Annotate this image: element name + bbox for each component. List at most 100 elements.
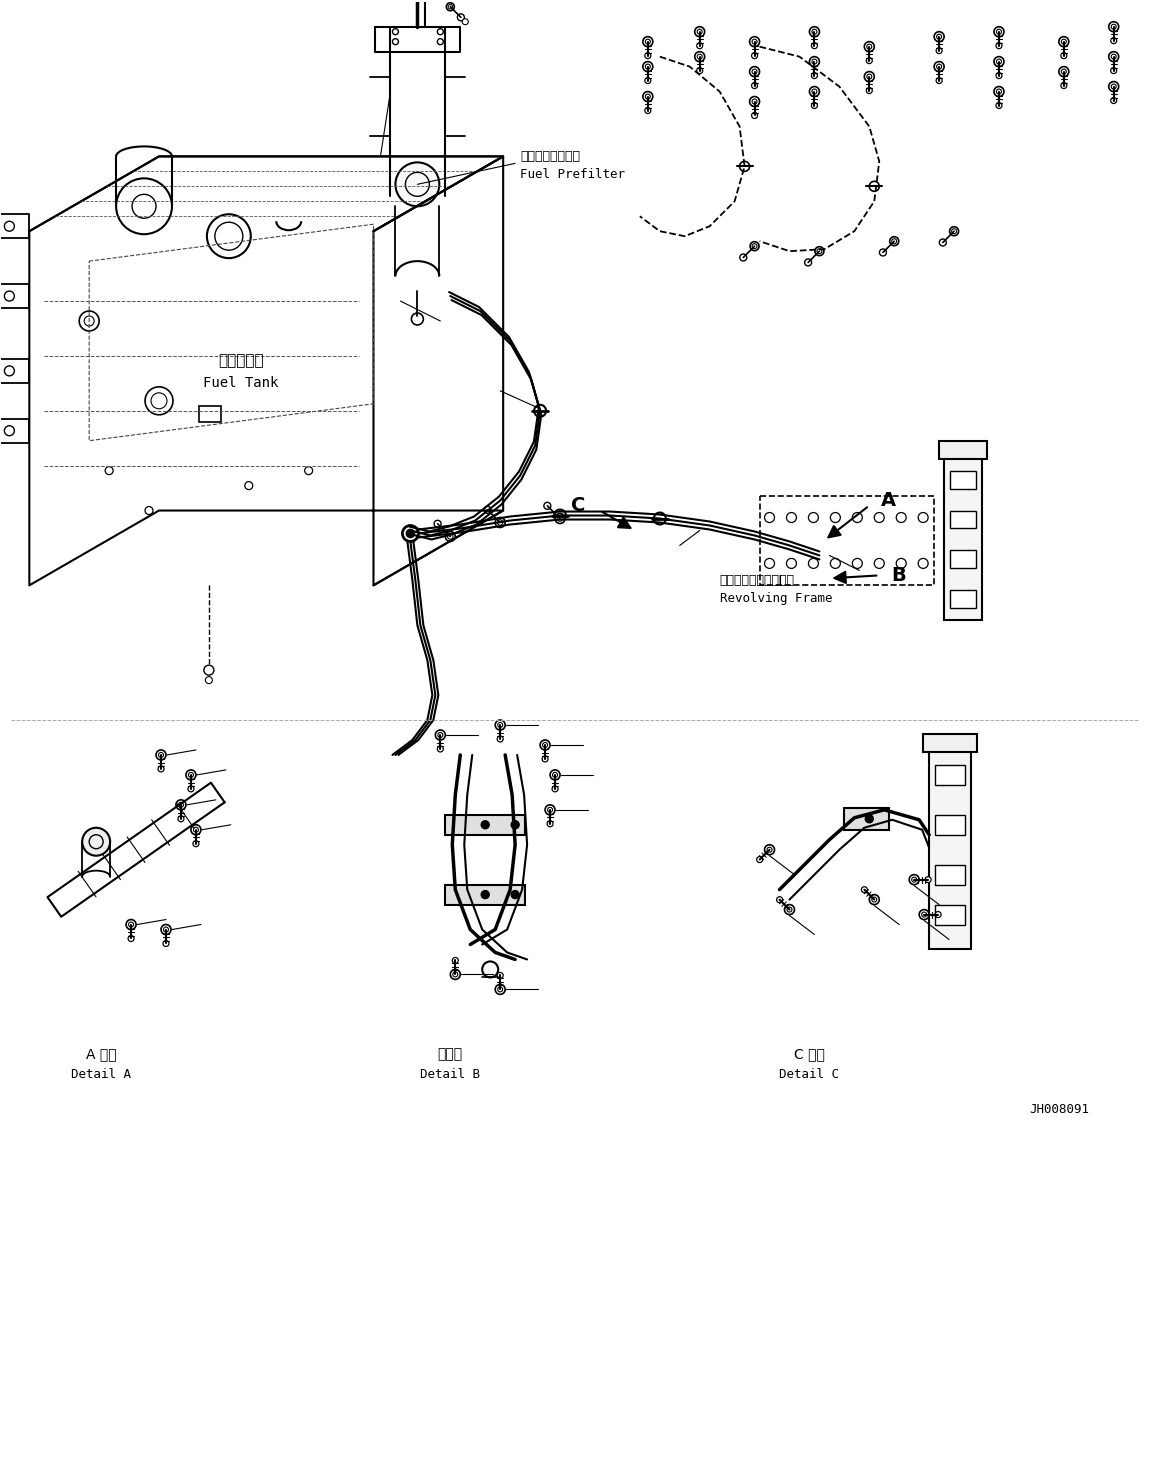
Circle shape [159,766,164,772]
Circle shape [936,77,942,83]
Circle shape [188,787,194,792]
Circle shape [896,513,907,522]
Bar [930,750,971,949]
Circle shape [498,972,503,978]
Circle shape [453,958,458,963]
Circle shape [5,366,14,376]
Circle shape [495,518,506,528]
Circle shape [809,558,818,569]
Circle shape [935,912,941,918]
Circle shape [511,890,519,899]
Circle shape [5,291,14,301]
Circle shape [949,227,958,235]
Circle shape [831,513,840,522]
Circle shape [5,221,14,231]
Bar [939,440,987,459]
Circle shape [554,510,566,522]
Circle shape [750,241,759,250]
Circle shape [645,108,650,114]
Circle shape [128,936,134,942]
Text: A 詳細: A 詳細 [86,1047,116,1061]
Bar [950,591,976,608]
Circle shape [889,237,899,246]
Circle shape [555,513,565,523]
Circle shape [811,42,817,48]
Circle shape [438,38,444,45]
Circle shape [206,677,213,684]
Circle shape [484,506,491,513]
Text: C 詳細: C 詳細 [794,1047,825,1061]
Circle shape [764,513,774,522]
Text: レボルビングフレーム: レボルビングフレーム [719,575,795,586]
Circle shape [786,513,796,522]
Circle shape [534,405,546,417]
Text: B: B [892,566,905,585]
Circle shape [393,29,399,35]
Text: Revolving Frame: Revolving Frame [719,592,832,605]
Circle shape [866,57,872,64]
Bar [935,814,965,835]
Text: Fuel Tank: Fuel Tank [203,376,278,390]
Circle shape [757,857,763,863]
Text: A: A [881,491,896,510]
Bar [446,814,525,835]
Text: 燃料タンク: 燃料タンク [218,354,263,368]
Text: Detail C: Detail C [779,1067,840,1080]
Circle shape [402,525,418,541]
Circle shape [874,558,885,569]
Circle shape [777,896,782,902]
Circle shape [786,558,796,569]
Circle shape [393,38,399,45]
Circle shape [862,887,867,893]
Circle shape [866,88,872,94]
Circle shape [815,247,824,256]
Circle shape [145,387,173,415]
Bar [935,765,965,785]
Bar [950,510,976,528]
Circle shape [438,29,444,35]
Circle shape [547,820,553,827]
Circle shape [645,77,650,83]
Circle shape [498,735,503,743]
Circle shape [809,513,818,522]
Text: Detail B: Detail B [421,1067,480,1080]
Circle shape [853,513,862,522]
Bar [950,471,976,488]
Circle shape [457,13,464,20]
Circle shape [939,238,947,246]
Circle shape [865,814,873,823]
Circle shape [996,73,1002,79]
Circle shape [511,820,519,829]
Circle shape [1111,67,1117,73]
Text: JH008091: JH008091 [1028,1102,1089,1116]
Circle shape [132,194,156,218]
Circle shape [178,816,184,822]
Text: 日詳細: 日詳細 [438,1047,463,1061]
Circle shape [498,520,503,525]
Circle shape [918,513,928,522]
Circle shape [951,228,957,234]
Circle shape [764,558,774,569]
Circle shape [448,534,453,539]
Circle shape [245,481,253,490]
Circle shape [811,102,817,108]
Circle shape [106,466,113,475]
Circle shape [438,746,444,751]
Text: Fuel Prefilter: Fuel Prefilter [520,168,625,181]
Circle shape [696,42,703,48]
Bar [446,885,525,905]
Circle shape [936,48,942,54]
Circle shape [696,67,703,73]
Circle shape [740,254,747,260]
Circle shape [831,558,840,569]
Circle shape [163,940,169,946]
Circle shape [542,756,548,762]
Circle shape [918,558,928,569]
Circle shape [817,249,822,253]
Bar [944,456,982,620]
Circle shape [193,841,199,846]
Circle shape [1111,98,1117,104]
Text: C: C [571,496,585,515]
Bar [845,808,889,830]
Circle shape [462,19,469,25]
